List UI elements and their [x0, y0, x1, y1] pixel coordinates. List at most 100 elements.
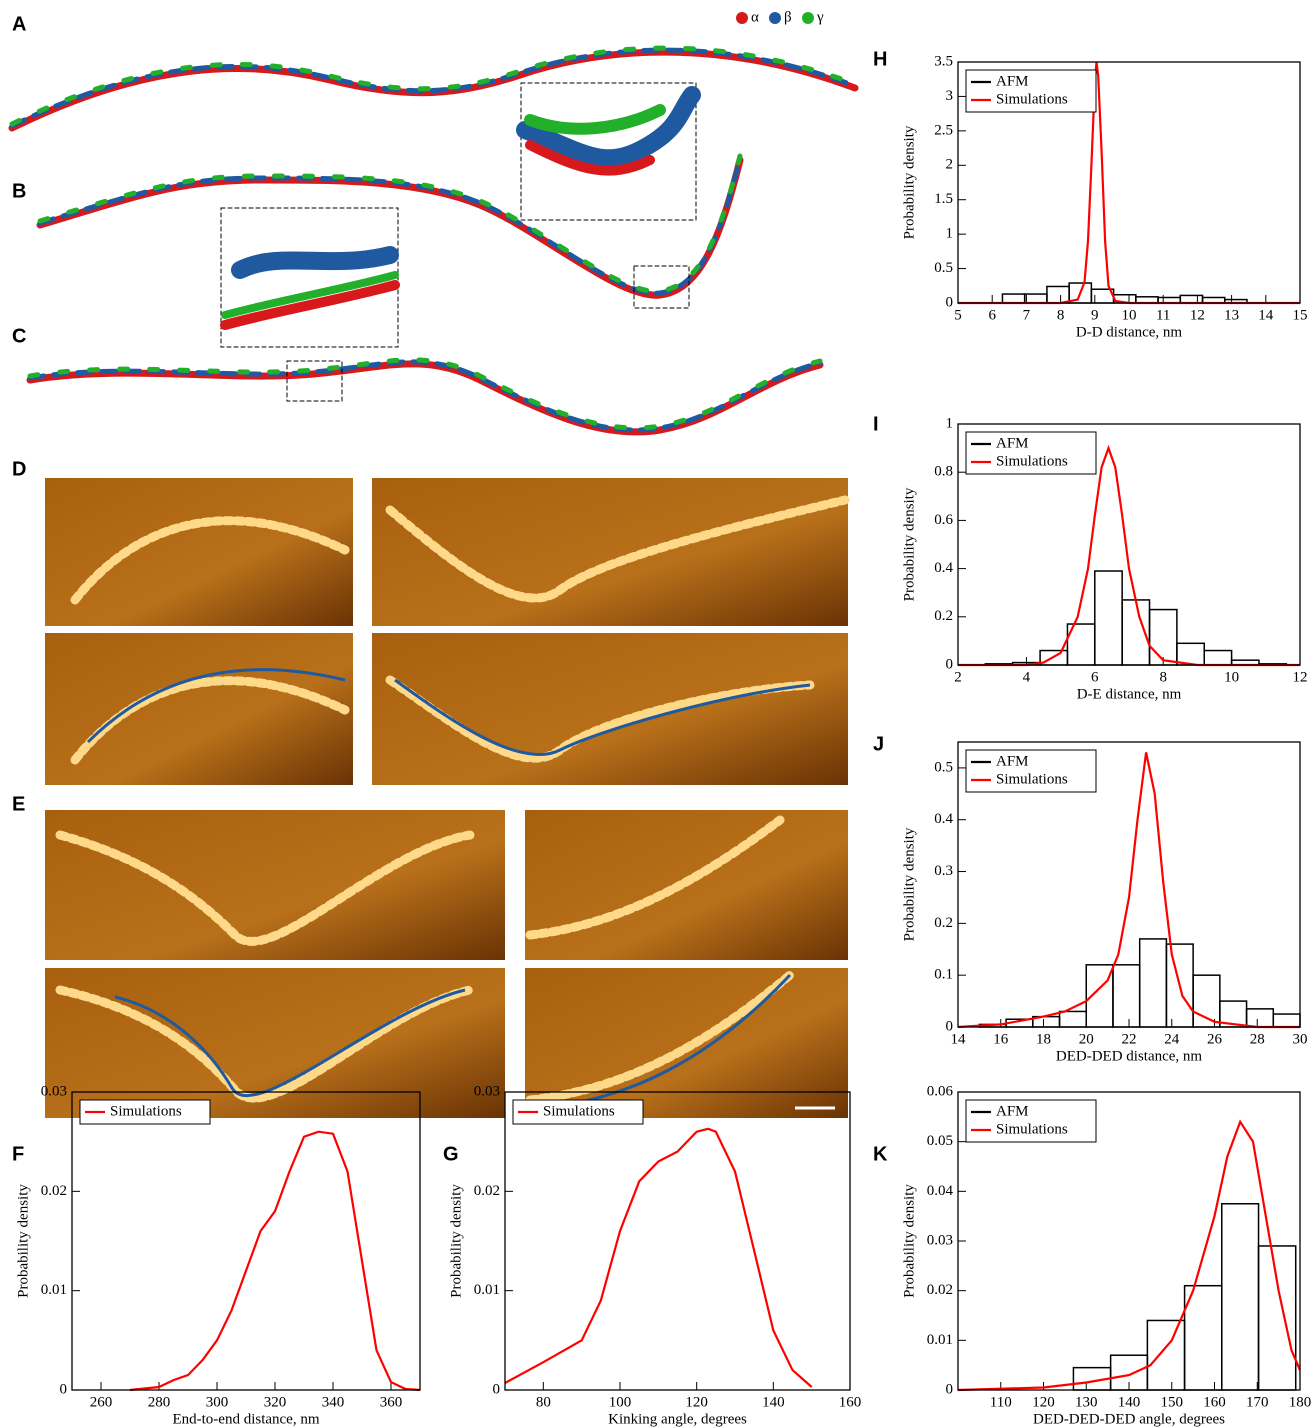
histogram-bar [1179, 294, 1204, 304]
panel-label: F [12, 1143, 24, 1165]
histogram-bar [1094, 570, 1123, 666]
x-tick-label: 5 [954, 307, 962, 323]
panel-label: B [12, 180, 26, 202]
fitted-model [114, 988, 466, 1097]
y-tick-label: 0.02 [474, 1183, 500, 1199]
histogram-bar [1023, 293, 1048, 304]
y-axis-label: Probability density [901, 487, 917, 601]
x-tick-label: 120 [685, 1394, 708, 1410]
y-tick-label: 0 [946, 1381, 954, 1397]
x-tick-label: 14 [1258, 307, 1274, 323]
y-tick-label: 0.3 [934, 863, 953, 879]
y-tick-label: 0.01 [41, 1282, 67, 1298]
legend-label: Simulations [110, 1103, 182, 1119]
y-axis-label: Probability density [901, 1184, 917, 1298]
x-tick-label: 180 [1289, 1394, 1312, 1410]
panel-label: E [12, 793, 25, 815]
histogram-bar [1148, 608, 1178, 666]
y-tick-label: 1 [946, 415, 954, 431]
histogram-bar [1112, 964, 1141, 1028]
inset-b-strand-blue [231, 246, 399, 279]
panel-label: C [12, 325, 26, 347]
x-tick-label: 120 [1032, 1394, 1055, 1410]
series-line [958, 444, 1300, 667]
y-tick-label: 0 [946, 1018, 954, 1034]
x-tick-label: 30 [1293, 1031, 1308, 1047]
y-tick-label: 0.1 [934, 967, 953, 983]
legend-label: AFM [996, 73, 1029, 89]
y-tick-label: 0.06 [927, 1083, 954, 1099]
legend-label: Simulations [996, 453, 1068, 469]
plot-frame [957, 61, 1301, 304]
afm-image [45, 633, 353, 785]
x-tick-label: 140 [1118, 1394, 1141, 1410]
x-tick-label: 360 [380, 1394, 403, 1410]
x-tick-label: 2 [954, 669, 962, 685]
x-tick-label: 16 [993, 1031, 1009, 1047]
x-axis-label: D-E distance, nm [1077, 686, 1182, 702]
panel-labels: A B C D E [12, 13, 26, 815]
afm-image [372, 633, 848, 785]
inset-b-strand-green [221, 271, 399, 319]
x-tick-label: 160 [839, 1394, 862, 1410]
chart-panel: H 5 6 7 8 9 10 11 12 13 14 15 0 0.5 1 1.5 2 2.5 3 3.5 D-D di… [873, 48, 1308, 340]
histogram-bar [1221, 1203, 1260, 1391]
plot-frame [957, 423, 1301, 666]
x-tick-label: 13 [1224, 307, 1239, 323]
legend-label: β [784, 9, 792, 25]
zoom-box [633, 265, 690, 309]
x-axis-label: DED-DED-DED angle, degrees [1033, 1411, 1225, 1427]
y-tick-label: 0 [493, 1381, 501, 1397]
y-axis-label: Probability density [901, 827, 917, 941]
legend-label: Simulations [543, 1103, 615, 1119]
x-tick-label: 10 [1224, 669, 1239, 685]
y-tick-label: 0.5 [934, 759, 953, 775]
legend-label: AFM [996, 435, 1029, 451]
x-tick-label: 6 [1091, 669, 1099, 685]
plot-frame [504, 1091, 851, 1391]
y-tick-label: 0.05 [927, 1133, 953, 1149]
fitted-model [86, 668, 346, 744]
fibril-a-beta [9, 47, 858, 129]
histogram-bar [1183, 1284, 1223, 1391]
y-tick-label: 0.01 [927, 1332, 953, 1348]
x-tick-label: 7 [1023, 307, 1031, 323]
y-tick-label: 0.8 [934, 464, 953, 480]
legend-box [965, 1099, 1097, 1143]
x-tick-label: 100 [609, 1394, 632, 1410]
x-tick-label: 140 [762, 1394, 785, 1410]
x-tick-label: 80 [536, 1394, 551, 1410]
histogram-bar [1203, 649, 1233, 666]
x-tick-label: 8 [1057, 307, 1065, 323]
y-tick-label: 0.2 [934, 915, 953, 931]
x-axis-label: Kinking angle, degrees [608, 1411, 747, 1427]
x-tick-label: 300 [206, 1394, 229, 1410]
panel-label: D [12, 458, 26, 480]
fibril-c [26, 360, 824, 436]
legend-label: Simulations [996, 91, 1068, 107]
x-axis-label: End-to-end distance, nm [172, 1411, 319, 1427]
panel-label: A [12, 13, 26, 35]
legend-box [965, 431, 1097, 475]
x-tick-label: 110 [990, 1394, 1012, 1410]
y-tick-label: 0.03 [474, 1083, 500, 1099]
legend-label: AFM [996, 1103, 1029, 1119]
plot-frame [71, 1091, 421, 1391]
afm-image [372, 478, 848, 626]
y-tick-label: 1.5 [934, 191, 953, 207]
x-tick-label: 24 [1164, 1031, 1180, 1047]
legend-dot [736, 12, 748, 24]
inset-b [220, 207, 399, 348]
afm-fibril [525, 815, 785, 940]
y-tick-label: 2.5 [934, 122, 953, 138]
chart-panel: F 260 280 300 320 340 360 0 0.01 0.02 0.03 End-to-e… [12, 1083, 421, 1427]
y-tick-label: 0 [946, 656, 954, 672]
legend-label: Simulations [996, 771, 1068, 787]
x-tick-label: 12 [1190, 307, 1205, 323]
series-line [504, 1127, 813, 1388]
afm-fibril [70, 676, 350, 765]
y-tick-label: 0.03 [927, 1232, 953, 1248]
series-line [129, 1130, 421, 1392]
y-tick-label: 0.4 [934, 811, 953, 827]
histogram-bar [1146, 1319, 1186, 1391]
